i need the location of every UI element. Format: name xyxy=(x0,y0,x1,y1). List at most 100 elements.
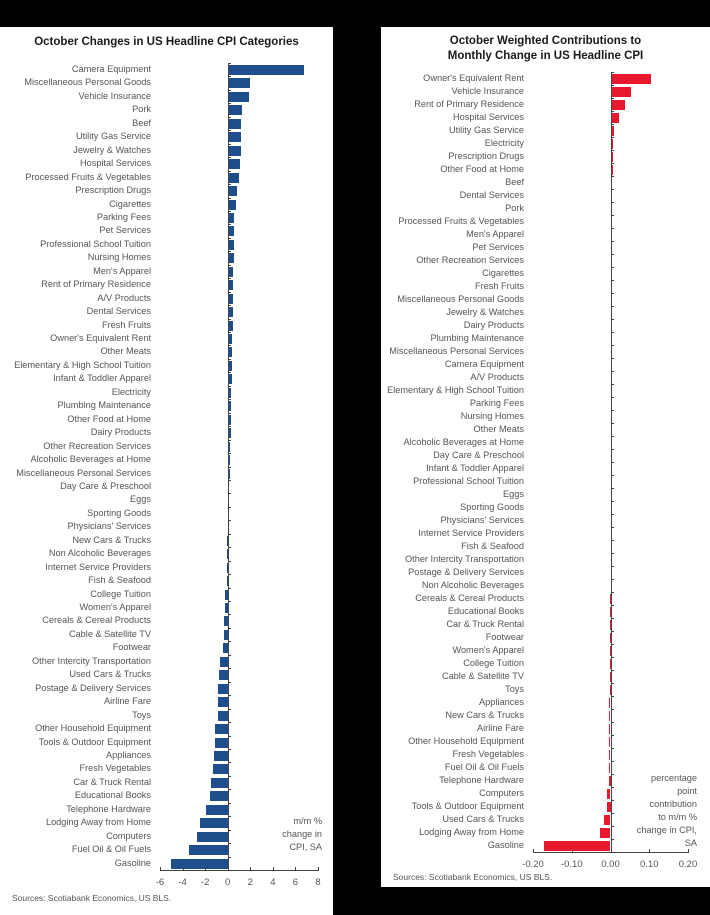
category-label: Camera Equipment xyxy=(444,359,524,369)
category-label: Utility Gas Service xyxy=(448,125,524,135)
category-label: Processed Fruits & Vegetables xyxy=(25,171,151,182)
bar xyxy=(227,441,230,452)
x-tick xyxy=(533,849,534,853)
bar-row-internet-service-providers: Internet Service Providers xyxy=(0,561,333,574)
category-label: Physicians' Services xyxy=(440,515,524,525)
y-tick xyxy=(227,587,231,589)
y-tick xyxy=(227,762,231,764)
category-label: Miscellaneous Personal Services xyxy=(389,346,524,356)
category-label: College Tuition xyxy=(463,658,524,668)
y-tick xyxy=(227,520,231,522)
category-label: Other Intercity Transportation xyxy=(32,655,151,666)
x-tick xyxy=(649,849,651,853)
x-tick xyxy=(272,867,274,871)
bar xyxy=(227,468,230,479)
category-label: Other Household Equipment xyxy=(408,736,524,746)
y-tick xyxy=(227,224,231,226)
category-label: Alcoholic Beverages at Home xyxy=(403,437,524,447)
bar xyxy=(609,724,611,734)
y-tick xyxy=(227,76,231,78)
y-tick xyxy=(227,89,231,91)
y-tick xyxy=(227,130,231,132)
bar-row-lodging-away-from-home: Lodging Away from Home xyxy=(0,816,333,829)
bar xyxy=(227,212,235,223)
category-label: College Tuition xyxy=(90,588,151,599)
bar xyxy=(609,685,611,695)
y-tick xyxy=(610,670,614,671)
bar-row-computers: Computers xyxy=(0,830,333,843)
bar-row-fresh-fruits: Fresh Fruits xyxy=(381,280,710,293)
category-label: Cable & Satellite TV xyxy=(68,628,151,639)
bar xyxy=(543,841,611,851)
y-tick xyxy=(227,695,231,697)
bar xyxy=(227,387,232,398)
bar xyxy=(224,629,228,640)
x-tick-label: 0.20 xyxy=(678,859,698,870)
bar xyxy=(227,172,239,183)
y-tick xyxy=(227,574,231,576)
y-tick xyxy=(610,150,614,151)
bar-row-footwear: Footwear xyxy=(381,631,710,644)
category-label: Pet Services xyxy=(99,225,151,236)
category-label: Internet Service Providers xyxy=(45,561,151,572)
bar-row-other-recreation-services: Other Recreation Services xyxy=(381,254,710,267)
bar-row-miscellaneous-personal-services: Miscellaneous Personal Services xyxy=(381,345,710,358)
bar xyxy=(610,126,614,136)
category-label: Telephone Hardware xyxy=(439,775,524,785)
bar xyxy=(603,815,611,825)
y-tick xyxy=(227,278,231,280)
y-tick xyxy=(610,631,614,632)
category-label: Footwear xyxy=(485,632,524,642)
bar-row-vehicle-insurance: Vehicle Insurance xyxy=(0,90,333,103)
bar xyxy=(227,347,233,358)
bar-row-used-cars-and-trucks: Used Cars & Trucks xyxy=(0,668,333,681)
bar-row-beef: Beef xyxy=(381,176,710,189)
bar xyxy=(224,616,228,627)
category-label: Dental Services xyxy=(459,190,524,200)
bar-row-vehicle-insurance: Vehicle Insurance xyxy=(381,85,710,98)
category-label: Nursing Homes xyxy=(87,252,151,263)
bar-row-fish-and-seafood: Fish & Seafood xyxy=(381,540,710,553)
bar-row-owner-s-equivalent-rent: Owner's Equivalent Rent xyxy=(381,72,710,85)
bar-row-jewelry-and-watches: Jewelry & Watches xyxy=(0,144,333,157)
y-tick xyxy=(610,436,614,437)
bar-row-a-v-products: A/V Products xyxy=(381,371,710,384)
y-tick xyxy=(610,254,614,255)
category-label: Eggs xyxy=(130,494,151,505)
y-axis-line xyxy=(610,72,612,852)
bar-row-cereals-and-cereal-products: Cereals & Cereal Products xyxy=(381,592,710,605)
category-label: Cereals & Cereal Products xyxy=(415,593,524,603)
bar-row-computers: Computers xyxy=(381,787,710,800)
bar-row-men-s-apparel: Men's Apparel xyxy=(381,228,710,241)
bar xyxy=(227,78,251,89)
category-label: Plumbing Maintenance xyxy=(57,400,151,411)
y-tick xyxy=(610,527,614,528)
y-tick xyxy=(227,143,231,145)
y-tick xyxy=(610,124,614,125)
bar xyxy=(227,455,230,466)
left-source-note: Sources: Scotiabank Economics, US BLS. xyxy=(12,893,172,903)
category-label: Elementary & High School Tuition xyxy=(14,359,151,370)
bar-row-sporting-goods: Sporting Goods xyxy=(381,501,710,514)
bar xyxy=(227,239,235,250)
category-label: Men's Apparel xyxy=(93,265,151,276)
x-tick-label: 4 xyxy=(270,877,276,888)
category-label: Other Food at Home xyxy=(67,413,151,424)
category-label: Cigarettes xyxy=(482,268,524,278)
category-label: New Cars & Trucks xyxy=(72,534,151,545)
category-label: Cigarettes xyxy=(109,198,151,209)
y-tick xyxy=(610,241,614,242)
y-tick xyxy=(610,137,614,138)
category-label: Appliances xyxy=(106,749,151,760)
y-tick xyxy=(227,372,231,374)
category-label: Rent of Primary Residence xyxy=(414,99,524,109)
y-tick xyxy=(610,592,614,593)
bar-row-a-v-products: A/V Products xyxy=(0,292,333,305)
y-tick xyxy=(610,345,614,346)
bar xyxy=(227,320,234,331)
y-tick xyxy=(227,426,231,428)
y-tick xyxy=(610,540,614,541)
y-tick xyxy=(227,291,231,293)
y-tick xyxy=(610,358,614,359)
bar xyxy=(225,589,228,600)
